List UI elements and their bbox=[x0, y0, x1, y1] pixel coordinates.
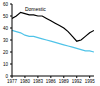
svg-text:60: 60 bbox=[8, 2, 9, 7]
svg-text:1986: 1986 bbox=[46, 79, 57, 84]
svg-text:30: 30 bbox=[8, 38, 9, 43]
svg-text:1977: 1977 bbox=[8, 79, 18, 84]
svg-text:1983: 1983 bbox=[33, 79, 44, 84]
svg-text:0: 0 bbox=[8, 74, 9, 79]
svg-text:20: 20 bbox=[8, 50, 9, 55]
svg-text:10: 10 bbox=[8, 62, 9, 67]
svg-text:Domestic: Domestic bbox=[25, 6, 46, 12]
svg-text:50: 50 bbox=[8, 14, 9, 19]
svg-text:40: 40 bbox=[8, 26, 9, 31]
svg-text:1995: 1995 bbox=[85, 79, 92, 84]
svg-text:1980: 1980 bbox=[20, 79, 31, 84]
svg-text:1989: 1989 bbox=[59, 79, 70, 84]
svg-text:1992: 1992 bbox=[72, 79, 83, 84]
